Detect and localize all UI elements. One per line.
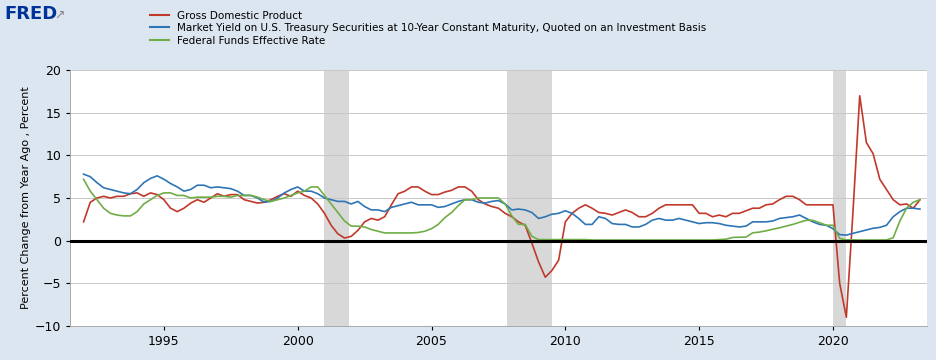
Bar <box>833 70 846 326</box>
Bar <box>325 70 349 326</box>
Legend: Gross Domestic Product, Market Yield on U.S. Treasury Securities at 10-Year Cons: Gross Domestic Product, Market Yield on … <box>151 10 707 46</box>
Text: FRED: FRED <box>5 5 58 23</box>
Text: ↗: ↗ <box>54 9 65 22</box>
Y-axis label: Percent Change from Year Ago , Percent: Percent Change from Year Ago , Percent <box>21 87 31 309</box>
Bar <box>507 70 552 326</box>
